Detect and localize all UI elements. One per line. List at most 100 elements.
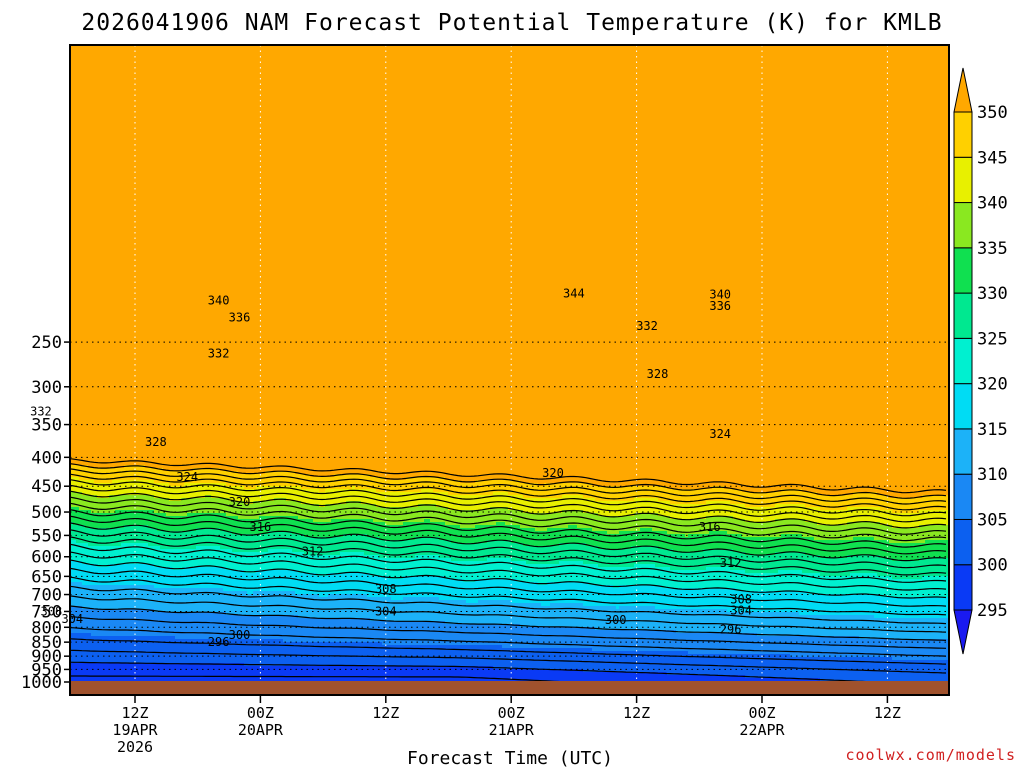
fill-cell [574, 54, 577, 57]
fill-cell [364, 57, 367, 60]
fill-cell [73, 54, 76, 57]
fill-cell [121, 48, 124, 51]
fill-cell [253, 57, 256, 60]
fill-cell [442, 48, 445, 51]
fill-cell [97, 60, 100, 63]
fill-cell [799, 48, 802, 51]
fill-cell [517, 51, 520, 54]
fill-cell [178, 57, 181, 60]
fill-cell [916, 51, 919, 54]
fill-cell [445, 54, 448, 57]
fill-cell [811, 51, 814, 54]
fill-cell [256, 51, 259, 54]
fill-cell [718, 48, 721, 51]
fill-cell [115, 48, 118, 51]
fill-cell [142, 48, 145, 51]
fill-cell [115, 60, 118, 63]
fill-cell [178, 51, 181, 54]
fill-cell [211, 54, 214, 57]
fill-cell [103, 57, 106, 60]
fill-cell [703, 54, 706, 57]
fill-cell [817, 57, 820, 60]
fill-cell [364, 48, 367, 51]
fill-cell [349, 51, 352, 54]
fill-cell [670, 48, 673, 51]
fill-cell [757, 51, 760, 54]
fill-cell [673, 48, 676, 51]
fill-cell [217, 57, 220, 60]
fill-cell [781, 57, 784, 60]
fill-cell [157, 57, 160, 60]
fill-cell [832, 51, 835, 54]
fill-cell [529, 54, 532, 57]
fill-cell [628, 57, 631, 60]
fill-cell [358, 57, 361, 60]
fill-cell [802, 54, 805, 57]
fill-cell [835, 54, 838, 57]
fill-cell [658, 51, 661, 54]
fill-cell [442, 57, 445, 60]
fill-cell [472, 48, 475, 51]
fill-cell [85, 51, 88, 54]
fill-cell [763, 57, 766, 60]
fill-cell [796, 54, 799, 57]
fill-cell [196, 48, 199, 51]
fill-cell [76, 51, 79, 54]
fill-cell [811, 48, 814, 51]
fill-cell [562, 57, 565, 60]
fill-cell [505, 51, 508, 54]
fill-cell [763, 51, 766, 54]
fill-cell [808, 51, 811, 54]
fill-cell [724, 54, 727, 57]
fill-cell [295, 57, 298, 60]
fill-cell [265, 54, 268, 57]
fill-cell [751, 51, 754, 54]
fill-cell [676, 51, 679, 54]
fill-cell [130, 51, 133, 54]
fill-cell [322, 48, 325, 51]
fill-cell [595, 48, 598, 51]
fill-cell [643, 51, 646, 54]
fill-cell [388, 57, 391, 60]
fill-cell [85, 57, 88, 60]
fill-cell [550, 57, 553, 60]
fill-cell [676, 48, 679, 51]
fill-cell [646, 54, 649, 57]
fill-cell [883, 54, 886, 57]
fill-cell [478, 54, 481, 57]
fill-cell [319, 51, 322, 54]
fill-cell [607, 57, 610, 60]
fill-cell [304, 57, 307, 60]
fill-cell [73, 48, 76, 51]
fill-cell [844, 51, 847, 54]
fill-cell [307, 54, 310, 57]
fill-cell [142, 54, 145, 57]
fill-cell [175, 57, 178, 60]
fill-cell [121, 51, 124, 54]
fill-cell [664, 57, 667, 60]
fill-cell [166, 57, 169, 60]
fill-cell [916, 54, 919, 57]
fill-cell [778, 51, 781, 54]
fill-cell [151, 48, 154, 51]
fill-cell [442, 54, 445, 57]
fill-cell [460, 57, 463, 60]
fill-cell [667, 51, 670, 54]
fill-cell [355, 48, 358, 51]
fill-cell [814, 48, 817, 51]
fill-cell [415, 57, 418, 60]
fill-cell [292, 51, 295, 54]
fill-cell [268, 57, 271, 60]
fill-cell [871, 57, 874, 60]
fill-cell [214, 57, 217, 60]
fill-cell [265, 57, 268, 60]
fill-cell [109, 57, 112, 60]
fill-cell [652, 51, 655, 54]
fill-cell [445, 48, 448, 51]
fill-cell [526, 54, 529, 57]
fill-cell [463, 51, 466, 54]
fill-cell [124, 51, 127, 54]
fill-cell [181, 57, 184, 60]
fill-cell [673, 54, 676, 57]
fill-cell [937, 51, 940, 54]
